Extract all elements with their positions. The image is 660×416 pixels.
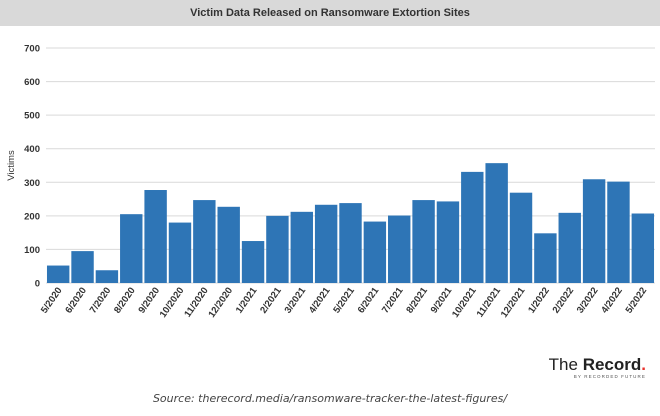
bar (71, 251, 94, 283)
bar (266, 215, 289, 283)
x-tick-label: 10/2020 (158, 285, 187, 319)
source-caption: Source: therecord.media/ransomware-track… (152, 392, 508, 405)
y-tick-label: 100 (24, 245, 40, 256)
bar (582, 179, 606, 283)
bar (631, 213, 655, 283)
bar (193, 200, 216, 283)
x-tick-label: 12/2021 (499, 285, 528, 320)
x-tick-label: 1/2022 (526, 285, 552, 315)
bar (363, 221, 387, 283)
y-tick-label: 300 (24, 178, 40, 189)
bar (412, 200, 435, 283)
x-tick-label: 7/2020 (88, 285, 114, 315)
x-tick-label: 4/2021 (307, 285, 333, 316)
logo-wordmark: The Record. (549, 355, 646, 375)
y-axis-title: Victims (6, 150, 17, 181)
the-record-logo: The Record. BY RECORDED FUTURE (549, 355, 646, 379)
bar (144, 190, 167, 283)
y-tick-label: 500 (24, 111, 40, 122)
x-tick-label: 3/2021 (283, 285, 309, 316)
y-tick-label: 400 (24, 144, 40, 155)
bar (388, 215, 411, 283)
logo-dot: . (641, 355, 646, 374)
x-tick-label: 8/2021 (404, 285, 430, 316)
bar (339, 203, 362, 283)
bar (436, 201, 460, 283)
chart-title: Victim Data Released on Ransomware Extor… (190, 7, 470, 19)
bar (607, 181, 630, 283)
bar (314, 204, 338, 283)
x-tick-label: 8/2020 (112, 285, 138, 315)
bar (120, 214, 143, 283)
bar (461, 171, 484, 283)
bar (558, 212, 581, 283)
bar (534, 233, 557, 283)
x-tick-label: 5/2022 (624, 285, 650, 315)
y-tick-label: 200 (24, 211, 40, 222)
title-bar (0, 0, 660, 26)
logo-record: Record (582, 355, 642, 374)
x-tick-label: 2/2021 (258, 285, 284, 316)
x-tick-label: 10/2021 (450, 285, 479, 320)
x-tick-label: 6/2021 (356, 285, 382, 316)
y-tick-label: 600 (24, 77, 40, 88)
bar-chart: 0100200300400500600700Victims5/20206/202… (6, 44, 655, 320)
x-tick-label: 6/2020 (63, 285, 89, 315)
logo-the: The (548, 355, 578, 374)
bar (509, 192, 533, 283)
x-tick-label: 5/2020 (39, 285, 65, 315)
x-tick-label: 1/2021 (234, 285, 260, 316)
chart-frame: Victim Data Released on Ransomware Extor… (0, 0, 660, 379)
bar (46, 265, 70, 283)
x-tick-label: 7/2021 (380, 285, 406, 316)
bar (217, 206, 240, 283)
y-tick-label: 0 (35, 279, 40, 290)
y-tick-label: 700 (24, 44, 40, 55)
x-tick-label: 4/2022 (599, 285, 625, 315)
x-tick-label: 9/2020 (136, 285, 162, 315)
bar (241, 241, 265, 283)
x-tick-label: 5/2021 (331, 285, 357, 316)
logo-tagline: BY RECORDED FUTURE (573, 374, 646, 379)
x-tick-label: 3/2022 (575, 285, 601, 315)
bar (290, 211, 313, 283)
x-tick-label: 2/2022 (551, 285, 577, 315)
x-tick-label: 12/2020 (206, 285, 235, 319)
bar (168, 222, 192, 283)
bar (485, 163, 508, 283)
bar (95, 270, 119, 283)
